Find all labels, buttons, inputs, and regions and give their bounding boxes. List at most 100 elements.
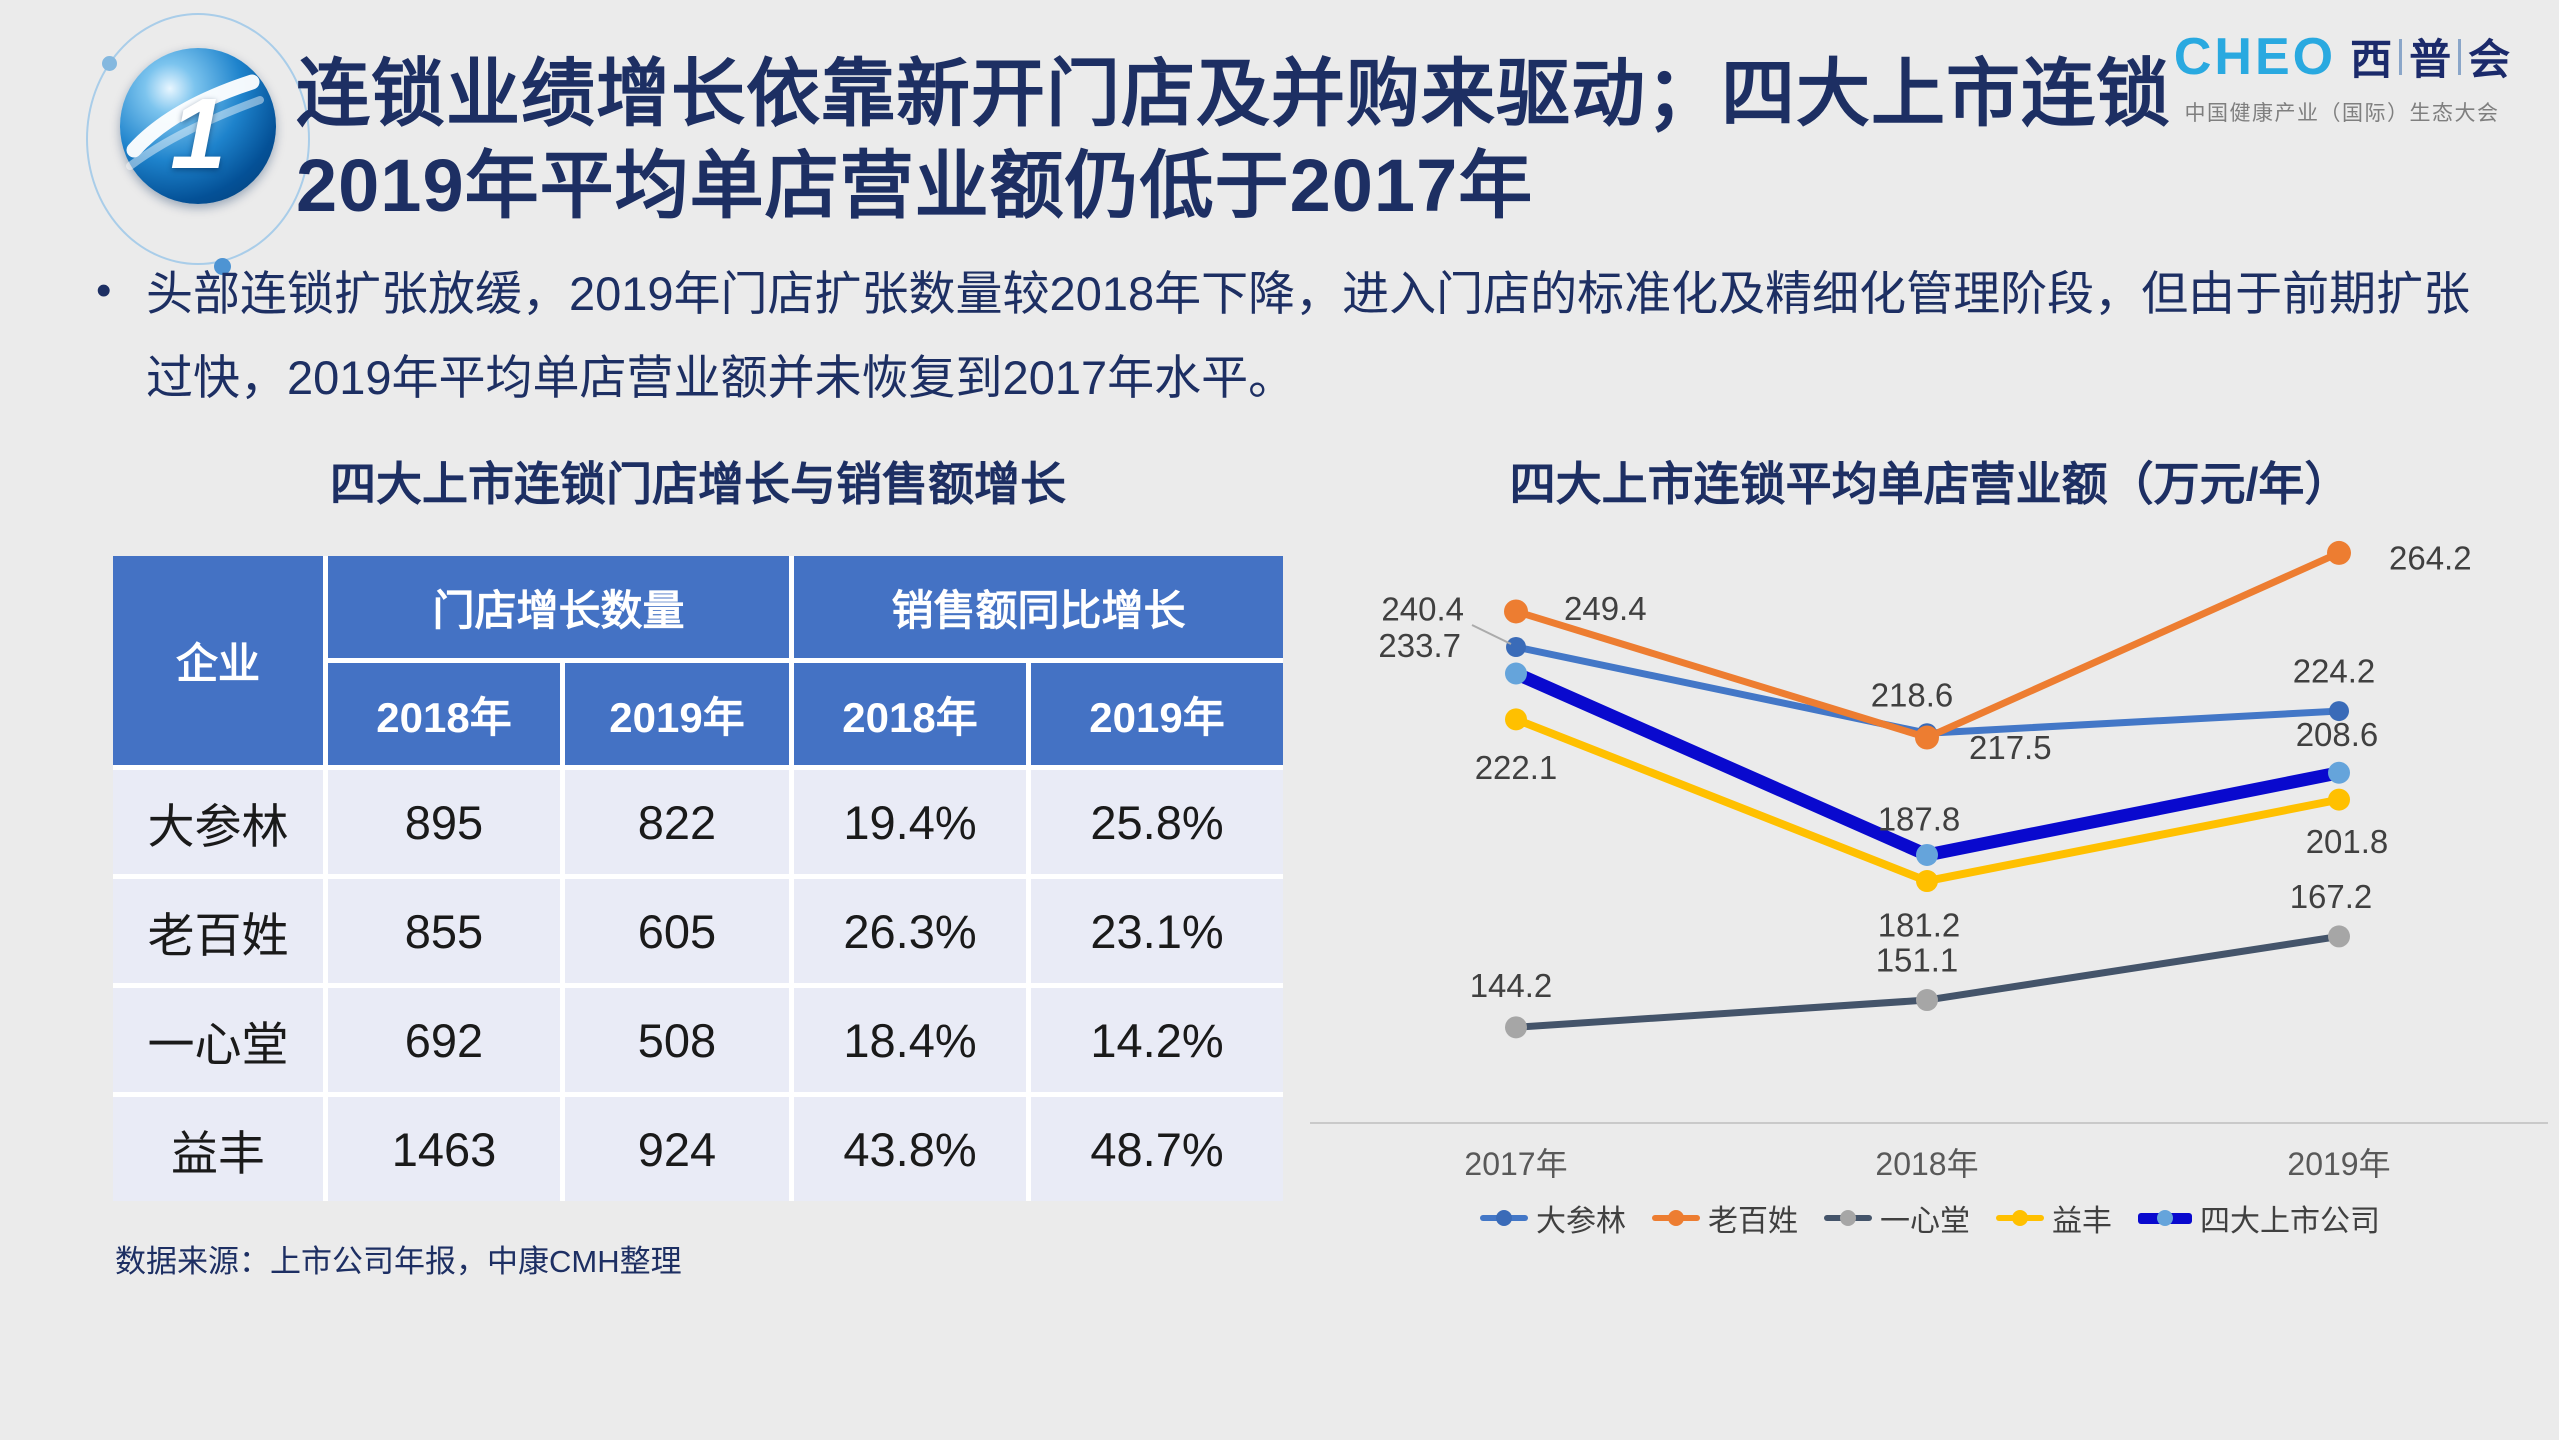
table-cell-value: 23.1% [1031,879,1283,983]
data-label: 167.2 [2290,878,2373,915]
series-marker-四大上市公司 [2328,761,2350,784]
series-marker-大参林 [1506,637,1526,658]
data-label: 144.2 [1470,967,1553,1004]
x-axis-tick-label: 2019年 [2287,1146,2390,1182]
badge-number: 1 [170,77,226,190]
legend-label: 老百姓 [1708,1205,1798,1238]
table-row-name: 一心堂 [113,988,323,1092]
table-corner-header: 企业 [113,556,323,765]
legend-label: 一心堂 [1880,1205,1970,1238]
series-marker-老百姓 [2327,540,2351,565]
series-line-一心堂 [1512,932,2343,1031]
logo-brand-cn: 西普会 [2350,26,2510,87]
bullet-marker: • [96,266,112,315]
data-label: 218.6 [1871,677,1954,714]
series-marker-四大上市公司 [1916,843,1938,866]
logo-cn-char: 普 [2409,36,2452,83]
badge-orbit-ring [86,13,310,265]
series-marker-大参林 [2329,701,2349,722]
table-cell-value: 855 [328,879,560,983]
legend-marker-icon [2138,1209,2192,1227]
legend-item: 四大上市公司 [2138,1196,2380,1240]
series-line-老百姓 [1512,549,2343,742]
data-label: 240.4 [1381,591,1464,628]
chart-title: 四大上市连锁平均单店营业额（万元/年） [1509,458,2351,510]
data-label: 201.8 [2306,823,2389,860]
series-marker-四大上市公司 [1505,662,1527,685]
x-axis-tick-label: 2018年 [1875,1146,1978,1182]
table-row-name: 大参林 [113,770,323,874]
data-label: 217.5 [1969,729,2052,766]
legend-marker-icon [1480,1209,1528,1227]
logo-separator [2399,38,2403,75]
bullet-text: 头部连锁扩张放缓，2019年门店扩张数量较2018年下降，进入门店的标准化及精细… [146,267,2471,404]
page-title: 连锁业绩增长依靠新开门店及并购来驱动；四大上市连锁 2019年平均单店营业额仍低… [296,48,2296,232]
series-line-四大上市公司 [1509,667,2346,862]
logo-cn-char: 西 [2350,36,2393,83]
badge-orbit-dot-icon [214,258,231,275]
table-year-header: 2019年 [565,663,789,765]
table-year-header: 2018年 [328,663,560,765]
series-line-大参林 [1512,643,2343,737]
series-marker-老百姓 [1915,725,1939,750]
series-marker-老百姓 [1504,599,1528,624]
table-cell-value: 605 [565,879,789,983]
legend-marker-icon [1996,1209,2044,1227]
table-cell-value: 19.4% [794,770,1026,874]
table-cell-value: 1463 [328,1097,560,1201]
data-label: 187.8 [1878,800,1961,837]
table-year-header: 2018年 [794,663,1026,765]
badge-orbit-dot-icon [102,56,117,71]
table-cell-value: 43.8% [794,1097,1026,1201]
slide-number-badge: 1 [42,8,310,275]
x-axis-tick-label: 2017年 [1464,1146,1567,1182]
table-cell-value: 26.3% [794,879,1026,983]
data-table: 企业 门店增长数量 销售额同比增长 2018年 2019年 2018年 2019… [113,556,1283,1201]
legend-label: 四大上市公司 [2200,1205,2380,1238]
data-label: 151.1 [1876,942,1959,979]
table-year-header: 2019年 [1031,663,1283,765]
legend-label: 大参林 [1536,1205,1626,1238]
logo-tagline: 中国健康产业（国际）生态大会 [2184,102,2500,125]
data-label: 222.1 [1475,749,1558,786]
table-group-header: 销售额同比增长 [794,556,1283,658]
legend-marker-icon [1824,1209,1872,1227]
label-leader-line [1471,624,1512,645]
series-marker-益丰 [2328,788,2350,811]
logo-separator [2458,38,2462,75]
data-label: 249.4 [1564,590,1647,627]
data-label: 208.6 [2296,716,2379,753]
bullet-paragraph: • 头部连锁扩张放缓，2019年门店扩张数量较2018年下降，进入门店的标准化及… [96,252,2496,419]
table-row-name: 益丰 [113,1097,323,1201]
series-marker-大参林 [1917,723,1937,744]
logo: CHEO 西普会 中国健康产业（国际）生态大会 [2174,26,2510,127]
table-cell-value: 822 [565,770,789,874]
series-marker-一心堂 [1505,1016,1527,1039]
table-cell-value: 895 [328,770,560,874]
legend-item: 大参林 [1480,1196,1626,1240]
legend-marker-icon [1652,1209,1700,1227]
legend-item: 益丰 [1996,1196,2112,1240]
data-source-note: 数据来源：上市公司年报，中康CMH整理 [115,1244,682,1279]
table-cell-value: 508 [565,988,789,1092]
table-group-header: 门店增长数量 [328,556,789,658]
data-label: 181.2 [1878,907,1961,944]
legend-label: 益丰 [2052,1205,2112,1238]
series-marker-一心堂 [1916,989,1938,1012]
data-label: 224.2 [2293,653,2376,690]
table-cell-value: 692 [328,988,560,1092]
table-title: 四大上市连锁门店增长与销售额增长 [330,458,1066,510]
table-cell-value: 48.7% [1031,1097,1283,1201]
table-cell-value: 924 [565,1097,789,1201]
table-row-name: 老百姓 [113,879,323,983]
page-title-line1: 连锁业绩增长依靠新开门店及并购来驱动；四大上市连锁 [296,52,2171,135]
table-cell-value: 25.8% [1031,770,1283,874]
series-marker-一心堂 [2328,925,2350,948]
data-label: 233.7 [1378,627,1461,664]
table-cell-value: 18.4% [794,988,1026,1092]
data-label: 264.2 [2389,539,2472,576]
series-marker-益丰 [1505,708,1527,731]
badge-swoosh-icon [126,74,264,170]
legend-item: 老百姓 [1652,1196,1798,1240]
